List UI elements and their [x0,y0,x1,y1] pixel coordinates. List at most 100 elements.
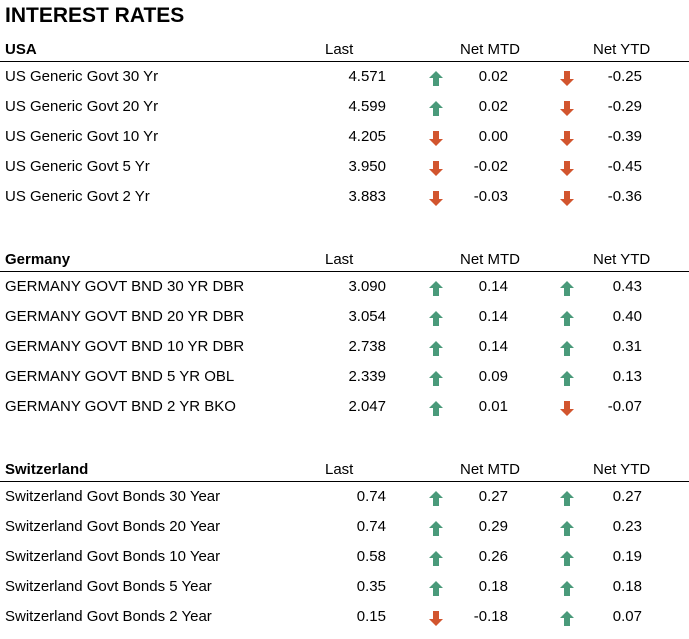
table-row: US Generic Govt 2 Yr 3.883 -0.03 -0.36 [0,182,689,212]
section-title: Germany [5,251,71,268]
net-mtd-value: 0.00 [478,128,508,145]
column-header-net-mtd: Net MTD [460,251,520,268]
last-value: 2.339 [348,368,386,385]
last-value: 0.74 [356,518,386,535]
last-value: 4.205 [348,128,386,145]
arrow-up-icon [429,71,443,86]
net-ytd-value: -0.36 [607,188,642,205]
arrow-up-icon [429,581,443,596]
table-row: Switzerland Govt Bonds 30 Year 0.74 0.27 0.… [0,482,689,512]
net-ytd-value: 0.18 [612,578,642,595]
net-mtd-value: 0.14 [478,278,508,295]
table-row: US Generic Govt 10 Yr 4.205 0.00 -0.39 [0,122,689,152]
arrow-down-icon [560,401,574,416]
instrument-name: GERMANY GOVT BND 10 YR DBR [5,338,245,355]
arrow-up-icon [429,401,443,416]
last-value: 4.599 [348,98,386,115]
table-row: Switzerland Govt Bonds 5 Year 0.35 0.18 0.1… [0,572,689,602]
last-value: 4.571 [348,68,386,85]
arrow-down-icon [560,131,574,146]
arrow-up-icon [429,341,443,356]
arrow-up-icon [560,311,574,326]
arrow-down-icon [429,161,443,176]
column-header-net-ytd: Net YTD [593,41,651,58]
last-value: 0.15 [356,608,386,625]
column-header-net-ytd: Net YTD [593,251,651,268]
net-ytd-value: 0.23 [612,518,642,535]
net-ytd-value: -0.29 [607,98,642,115]
last-value: 3.090 [348,278,386,295]
net-ytd-value: -0.07 [607,398,642,415]
instrument-name: Switzerland Govt Bonds 30 Year [5,488,221,505]
section-header: Germany Last Net MTD Net YTD [0,250,689,272]
arrow-up-icon [560,491,574,506]
instrument-name: Switzerland Govt Bonds 2 Year [5,608,212,625]
table-row: US Generic Govt 5 Yr 3.950 -0.02 -0.45 [0,152,689,182]
net-mtd-value: 0.02 [478,98,508,115]
last-value: 0.74 [356,488,386,505]
instrument-name: US Generic Govt 10 Yr [5,128,159,145]
net-mtd-value: 0.02 [478,68,508,85]
arrow-up-icon [429,521,443,536]
table-row: GERMANY GOVT BND 10 YR DBR 2.738 0.14 0.31 [0,332,689,362]
net-ytd-value: 0.31 [612,338,642,355]
table-row: Switzerland Govt Bonds 2 Year 0.15 -0.18 0.… [0,602,689,632]
last-value: 3.950 [348,158,386,175]
net-ytd-value: 0.13 [612,368,642,385]
instrument-name: Switzerland Govt Bonds 10 Year [5,548,221,565]
arrow-up-icon [560,611,574,626]
page-title: INTEREST RATES [5,4,185,27]
column-header-last: Last [325,461,354,478]
arrow-up-icon [560,281,574,296]
net-ytd-value: 0.19 [612,548,642,565]
net-ytd-value: -0.25 [607,68,642,85]
arrow-up-icon [429,101,443,116]
arrow-up-icon [560,551,574,566]
net-mtd-value: 0.26 [478,548,508,565]
net-mtd-value: 0.14 [478,308,508,325]
net-mtd-value: -0.03 [473,188,508,205]
table-row: GERMANY GOVT BND 2 YR BKO 2.047 0.01 -0.07 [0,392,689,422]
net-ytd-value: -0.39 [607,128,642,145]
section-title: USA [5,41,37,58]
section-header: USA Last Net MTD Net YTD [0,40,689,62]
section-header: Switzerland Last Net MTD Net YTD [0,460,689,482]
table-row: US Generic Govt 30 Yr 4.571 0.02 -0.25 [0,62,689,92]
arrow-down-icon [429,611,443,626]
arrow-up-icon [560,521,574,536]
instrument-name: GERMANY GOVT BND 30 YR DBR [5,278,245,295]
arrow-up-icon [429,371,443,386]
arrow-up-icon [560,341,574,356]
net-mtd-value: 0.29 [478,518,508,535]
table-row: GERMANY GOVT BND 20 YR DBR 3.054 0.14 0.40 [0,302,689,332]
instrument-name: GERMANY GOVT BND 2 YR BKO [5,398,236,415]
net-mtd-value: 0.18 [478,578,508,595]
instrument-name: GERMANY GOVT BND 20 YR DBR [5,308,245,325]
column-header-net-mtd: Net MTD [460,461,520,478]
instrument-name: Switzerland Govt Bonds 20 Year [5,518,221,535]
arrow-down-icon [429,131,443,146]
instrument-name: Switzerland Govt Bonds 5 Year [5,578,212,595]
last-value: 3.054 [348,308,386,325]
column-header-net-ytd: Net YTD [593,461,651,478]
last-value: 2.047 [348,398,386,415]
section-switzerland: Switzerland Last Net MTD Net YTD Switzerland… [0,460,689,632]
table-row: GERMANY GOVT BND 30 YR DBR 3.090 0.14 0.43 [0,272,689,302]
arrow-up-icon [560,581,574,596]
table-row: US Generic Govt 20 Yr 4.599 0.02 -0.29 [0,92,689,122]
instrument-name: US Generic Govt 2 Yr [5,188,150,205]
net-ytd-value: 0.07 [612,608,642,625]
last-value: 0.35 [356,578,386,595]
instrument-name: US Generic Govt 5 Yr [5,158,150,175]
section-usa: USA Last Net MTD Net YTD US Generic Govt 30 … [0,40,689,212]
net-mtd-value: 0.09 [478,368,508,385]
arrow-down-icon [560,191,574,206]
arrow-up-icon [429,551,443,566]
section-germany: Germany Last Net MTD Net YTD GERMANY GOVT BN… [0,250,689,422]
net-mtd-value: 0.14 [478,338,508,355]
arrow-down-icon [429,191,443,206]
arrow-up-icon [560,371,574,386]
last-value: 3.883 [348,188,386,205]
last-value: 0.58 [356,548,386,565]
instrument-name: US Generic Govt 30 Yr [5,68,159,85]
